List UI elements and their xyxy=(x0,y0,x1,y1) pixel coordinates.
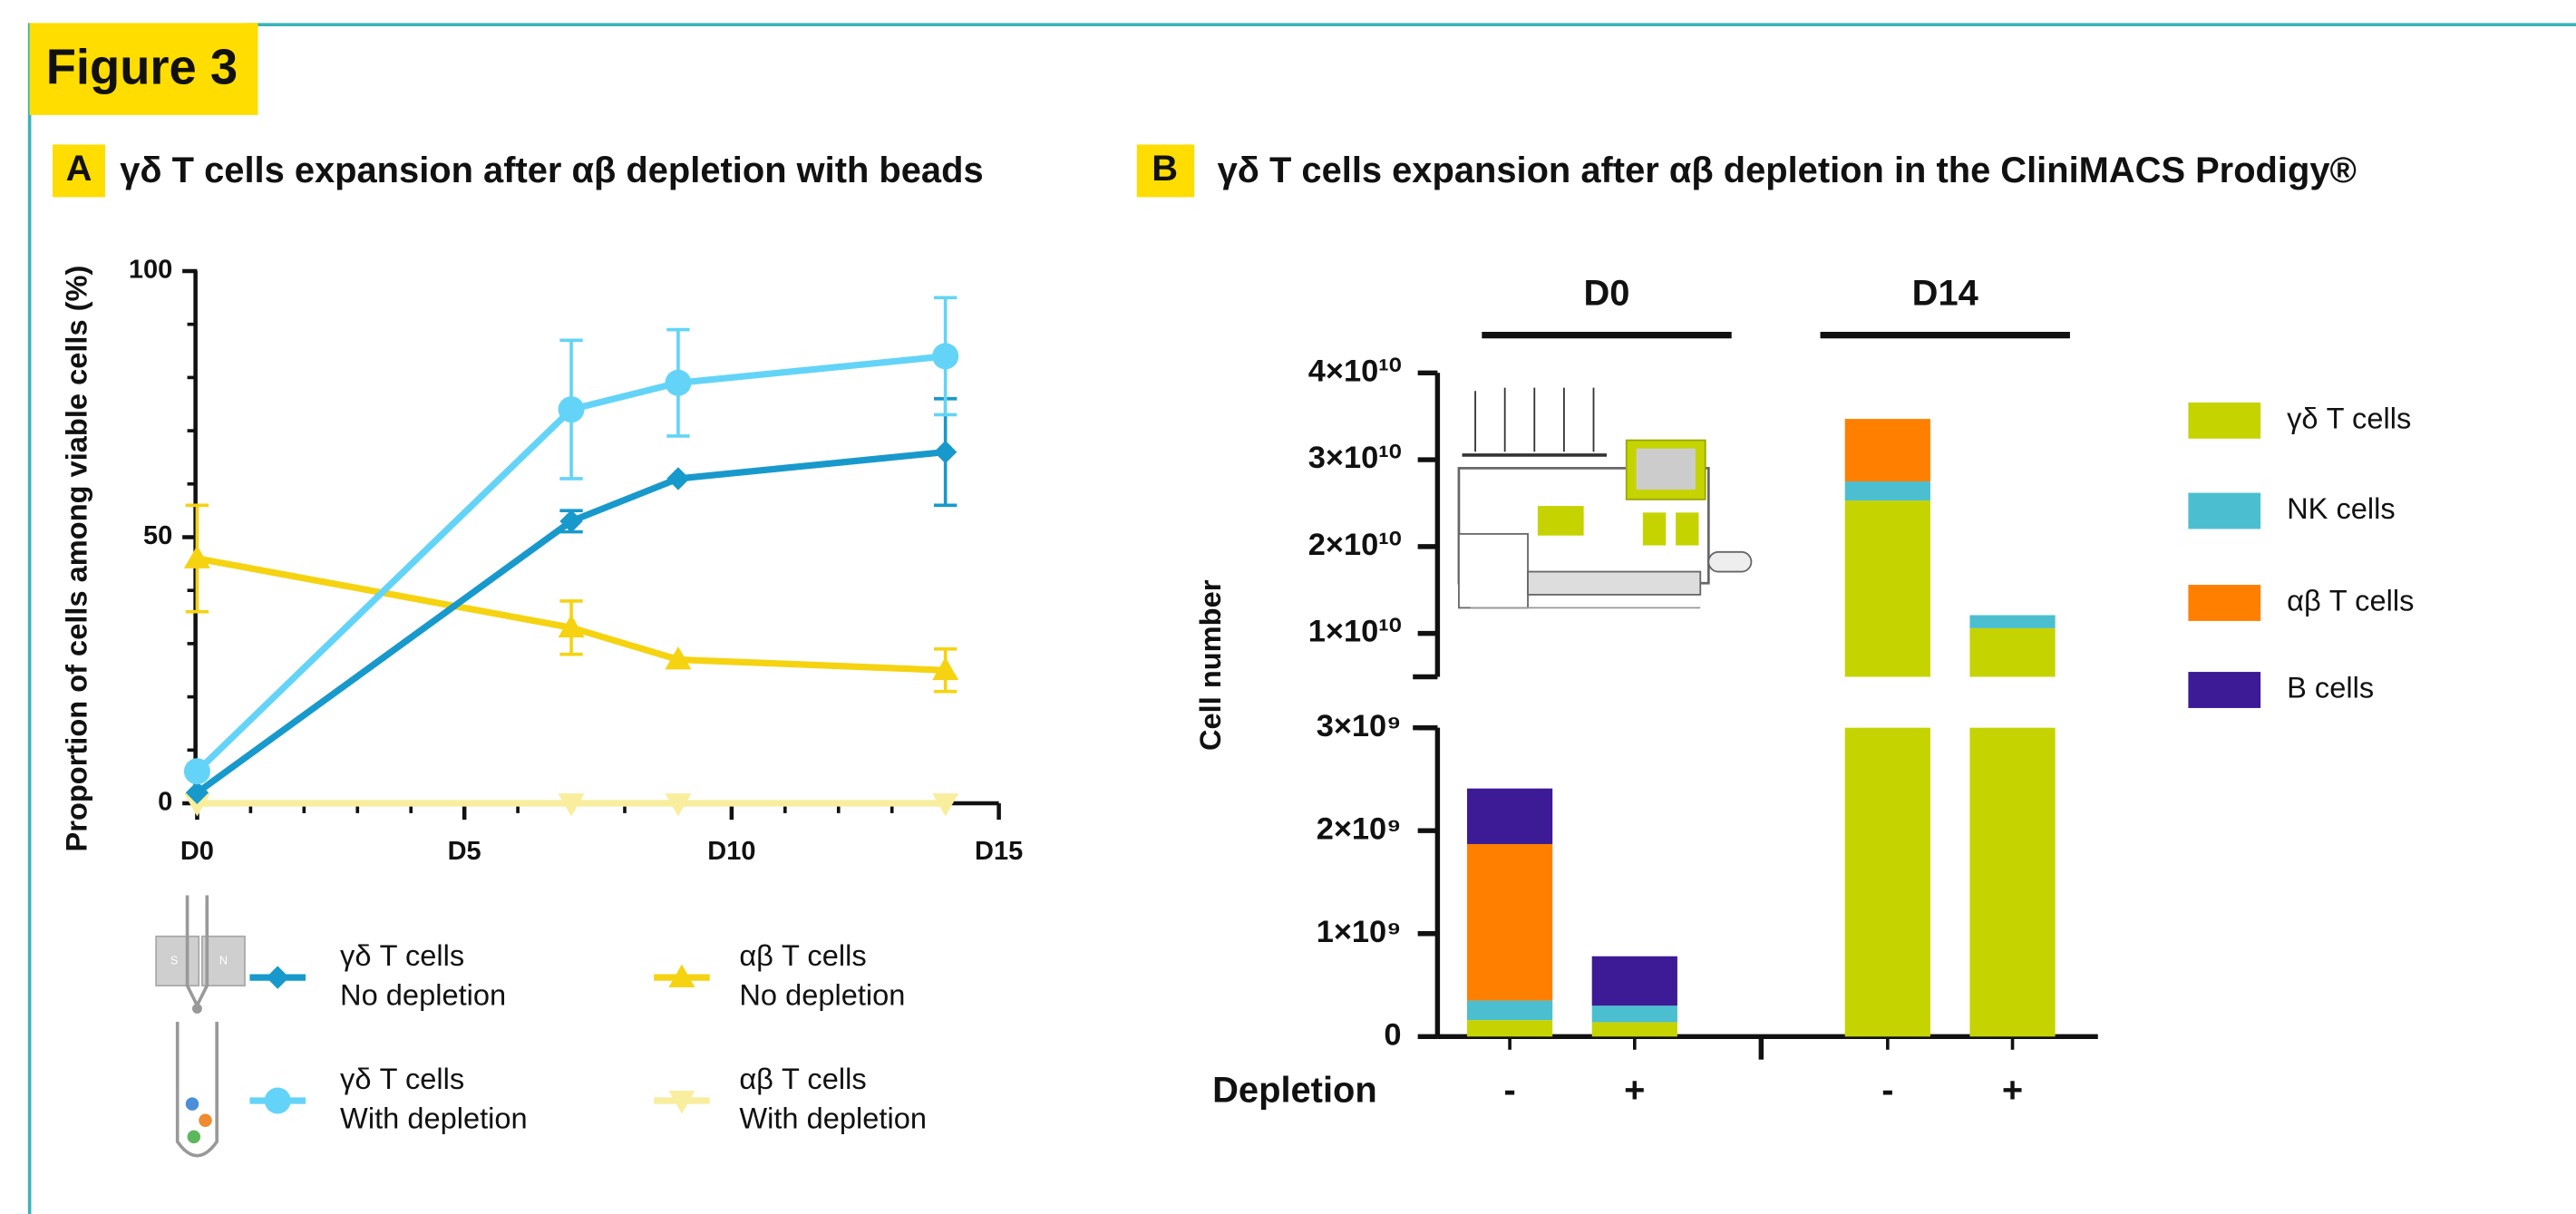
bar-segment xyxy=(1467,789,1552,844)
bar-segment xyxy=(1592,1022,1677,1036)
x-tick-label: D10 xyxy=(707,837,755,866)
y-tick-label: 3×10¹⁰ xyxy=(1308,441,1402,475)
x-tick-label: + xyxy=(1624,1070,1645,1110)
legend-label: αβ T cells xyxy=(739,1062,866,1095)
legend-marker xyxy=(265,1087,291,1113)
y-tick-label: 1×10¹⁰ xyxy=(1308,615,1402,649)
magnet-label: N xyxy=(219,954,228,966)
bar-segment xyxy=(1467,1001,1552,1021)
x-tick-label: D15 xyxy=(975,837,1023,866)
x-tick-label: D5 xyxy=(448,837,481,866)
x-tick-label: + xyxy=(2002,1070,2023,1110)
bar-segment xyxy=(1969,616,2055,628)
y-tick-label: 100 xyxy=(129,256,172,285)
figure: Figure 3 A γδ T cells expansion after αβ… xyxy=(0,0,2576,1214)
y-axis-title: Proportion of cells among viable cells (… xyxy=(60,266,93,852)
y-tick-label: 2×10¹⁰ xyxy=(1308,528,1402,562)
bar-segment xyxy=(1845,500,1930,676)
figure-title: Figure 3 xyxy=(46,39,238,94)
data-point xyxy=(559,396,585,422)
legend-label: No depletion xyxy=(340,977,506,1011)
bar-segment xyxy=(1845,481,1930,500)
y-tick-label: 50 xyxy=(143,521,172,550)
legend-label: γδ T cells xyxy=(2287,401,2411,434)
legend-label: With depletion xyxy=(340,1101,528,1134)
bar-segment xyxy=(1592,957,1677,1006)
data-point xyxy=(932,343,958,369)
group-label: D14 xyxy=(1912,274,1978,314)
y-tick-label: 3×10⁹ xyxy=(1317,709,1402,743)
legend-label: NK cells xyxy=(2287,491,2396,525)
panel-title: γδ T cells expansion after αβ depletion … xyxy=(120,151,983,190)
bar-segment xyxy=(1592,1005,1677,1022)
bar-segment xyxy=(1969,628,2055,677)
y-tick-label: 0 xyxy=(158,788,172,817)
bar-segment xyxy=(1467,1020,1552,1036)
data-point xyxy=(184,758,210,784)
panel-title: γδ T cells expansion after αβ depletion … xyxy=(1218,151,2357,190)
legend-swatch xyxy=(2188,672,2260,708)
legend-label: With depletion xyxy=(739,1101,927,1134)
legend-label: B cells xyxy=(2287,671,2374,704)
bar-segment xyxy=(1845,419,1930,481)
legend-swatch xyxy=(2188,493,2260,529)
legend-label: αβ T cells xyxy=(2287,584,2414,617)
legend-label: No depletion xyxy=(739,977,905,1011)
bar-segment xyxy=(1467,844,1552,1001)
legend-label: γδ T cells xyxy=(340,1062,464,1095)
x-tick-label: D0 xyxy=(180,837,214,866)
data-point xyxy=(665,370,691,396)
y-tick-label: 1×10⁹ xyxy=(1317,915,1402,949)
legend-label: γδ T cells xyxy=(340,938,464,972)
panel-label: A xyxy=(66,149,92,189)
x-tick-label: - xyxy=(1503,1070,1515,1110)
group-label: D0 xyxy=(1584,274,1630,314)
y-axis-title: Cell number xyxy=(1193,579,1227,751)
magnet-label: S xyxy=(170,954,178,966)
legend-swatch xyxy=(2188,585,2260,621)
bar-segment xyxy=(1845,728,1930,1037)
legend-swatch xyxy=(2188,403,2260,439)
y-tick-label: 0 xyxy=(1384,1017,1401,1052)
legend-label: αβ T cells xyxy=(739,938,866,972)
y-tick-label: 2×10⁹ xyxy=(1317,811,1402,846)
panel-label: B xyxy=(1152,149,1178,189)
x-axis-title: Depletion xyxy=(1212,1070,1377,1110)
bar-segment xyxy=(1969,728,2055,1037)
y-tick-label: 4×10¹⁰ xyxy=(1308,354,1402,388)
x-tick-label: - xyxy=(1881,1070,1893,1110)
